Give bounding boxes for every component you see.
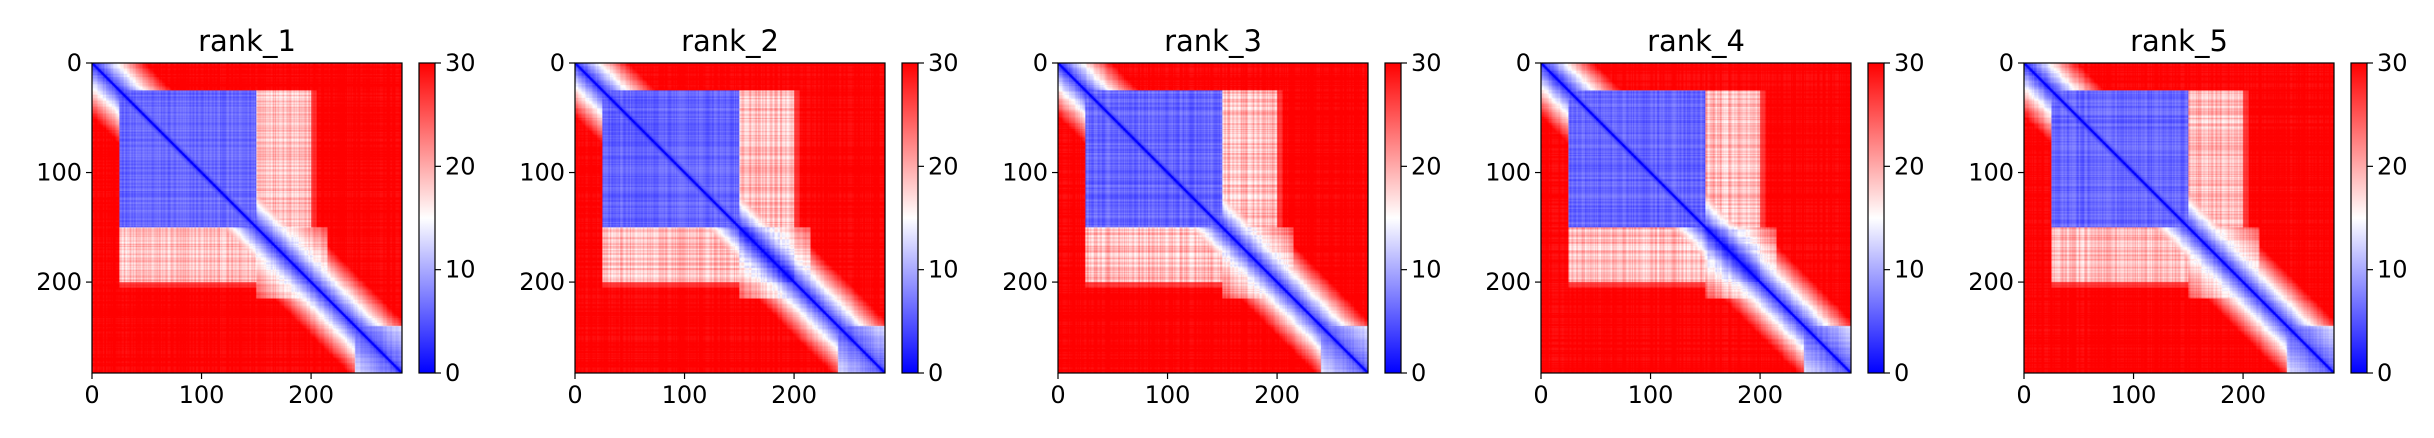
heatmap-panel-3: rank_3 0 100 200 0 100 200 0 10 20 30 bbox=[1002, 24, 1441, 409]
x-tick-label: 100 bbox=[1145, 381, 1191, 409]
colorbar bbox=[418, 62, 436, 374]
heatmap-image bbox=[1058, 63, 1368, 373]
colorbar bbox=[901, 62, 919, 374]
panel-title: rank_4 bbox=[1647, 24, 1745, 58]
axes-frame bbox=[91, 62, 403, 374]
x-tick-label: 0 bbox=[567, 381, 582, 409]
y-tick-label: 0 bbox=[67, 49, 82, 77]
x-tick-label: 200 bbox=[1254, 381, 1300, 409]
x-tick-label: 200 bbox=[2220, 381, 2266, 409]
y-tick-label: 100 bbox=[1002, 159, 1048, 187]
y-tick-label: 200 bbox=[36, 268, 82, 296]
x-tick-label: 200 bbox=[771, 381, 817, 409]
colorbar-tick-label: 20 bbox=[928, 152, 959, 180]
axes-frame bbox=[2023, 62, 2335, 374]
y-tick-label: 100 bbox=[36, 159, 82, 187]
x-tick-label: 0 bbox=[84, 381, 99, 409]
y-tick-label: 200 bbox=[519, 268, 565, 296]
x-tick-label: 100 bbox=[179, 381, 225, 409]
y-tick-label: 100 bbox=[519, 159, 565, 187]
x-tick-label: 200 bbox=[288, 381, 334, 409]
panel-title: rank_2 bbox=[681, 24, 779, 58]
y-tick-label: 0 bbox=[550, 49, 565, 77]
x-tick-label: 0 bbox=[2016, 381, 2031, 409]
y-tick-label: 200 bbox=[1002, 268, 1048, 296]
heatmap-image bbox=[1541, 63, 1851, 373]
colorbar-tick-label: 20 bbox=[2377, 152, 2408, 180]
colorbar-tick-label: 0 bbox=[1894, 359, 1909, 387]
y-tick-label: 0 bbox=[1999, 49, 2014, 77]
heatmap-panel-5: rank_5 0 100 200 0 100 200 0 10 20 30 bbox=[1968, 24, 2407, 409]
colorbar-tick-label: 10 bbox=[2377, 256, 2408, 284]
heatmap-panel-2: rank_2 0 100 200 0 100 200 0 10 20 30 bbox=[519, 24, 958, 409]
colorbar bbox=[2350, 62, 2368, 374]
colorbar-tick-label: 20 bbox=[445, 152, 476, 180]
colorbar-tick-label: 30 bbox=[445, 49, 476, 77]
y-tick-label: 100 bbox=[1485, 159, 1531, 187]
axes-frame bbox=[1540, 62, 1852, 374]
colorbar-tick-label: 0 bbox=[2377, 359, 2392, 387]
y-tick-label: 200 bbox=[1968, 268, 2014, 296]
x-tick-label: 100 bbox=[1628, 381, 1674, 409]
panel-title: rank_5 bbox=[2130, 24, 2228, 58]
y-tick-label: 100 bbox=[1968, 159, 2014, 187]
x-tick-label: 100 bbox=[2111, 381, 2157, 409]
y-tick-label: 0 bbox=[1033, 49, 1048, 77]
colorbar bbox=[1867, 62, 1885, 374]
colorbar-tick-label: 0 bbox=[928, 359, 943, 387]
colorbar-tick-label: 30 bbox=[928, 49, 959, 77]
colorbar-tick-label: 10 bbox=[1894, 256, 1925, 284]
colorbar-tick-label: 20 bbox=[1411, 152, 1442, 180]
panel-title: rank_3 bbox=[1164, 24, 1262, 58]
heatmap-image bbox=[575, 63, 885, 373]
x-tick-label: 100 bbox=[662, 381, 708, 409]
axes-frame bbox=[1057, 62, 1369, 374]
panel-title: rank_1 bbox=[198, 24, 296, 58]
x-tick-label: 200 bbox=[1737, 381, 1783, 409]
colorbar-tick-label: 0 bbox=[445, 359, 460, 387]
heatmap-image bbox=[2024, 63, 2334, 373]
x-tick-label: 0 bbox=[1533, 381, 1548, 409]
colorbar bbox=[1384, 62, 1402, 374]
y-tick-label: 200 bbox=[1485, 268, 1531, 296]
x-tick-label: 0 bbox=[1050, 381, 1065, 409]
heatmap-panel-4: rank_4 0 100 200 0 100 200 0 10 20 30 bbox=[1485, 24, 1924, 409]
colorbar-tick-label: 10 bbox=[928, 256, 959, 284]
colorbar-tick-label: 30 bbox=[2377, 49, 2408, 77]
colorbar-tick-label: 10 bbox=[1411, 256, 1442, 284]
y-tick-label: 0 bbox=[1516, 49, 1531, 77]
colorbar-tick-label: 30 bbox=[1894, 49, 1925, 77]
colorbar-tick-label: 30 bbox=[1411, 49, 1442, 77]
heatmap-image bbox=[92, 63, 402, 373]
axes-frame bbox=[574, 62, 886, 374]
colorbar-tick-label: 20 bbox=[1894, 152, 1925, 180]
colorbar-tick-label: 0 bbox=[1411, 359, 1426, 387]
heatmap-panel-1: rank_1 0 100 200 0 100 200 0 10 20 30 bbox=[36, 24, 475, 409]
colorbar-tick-label: 10 bbox=[445, 256, 476, 284]
